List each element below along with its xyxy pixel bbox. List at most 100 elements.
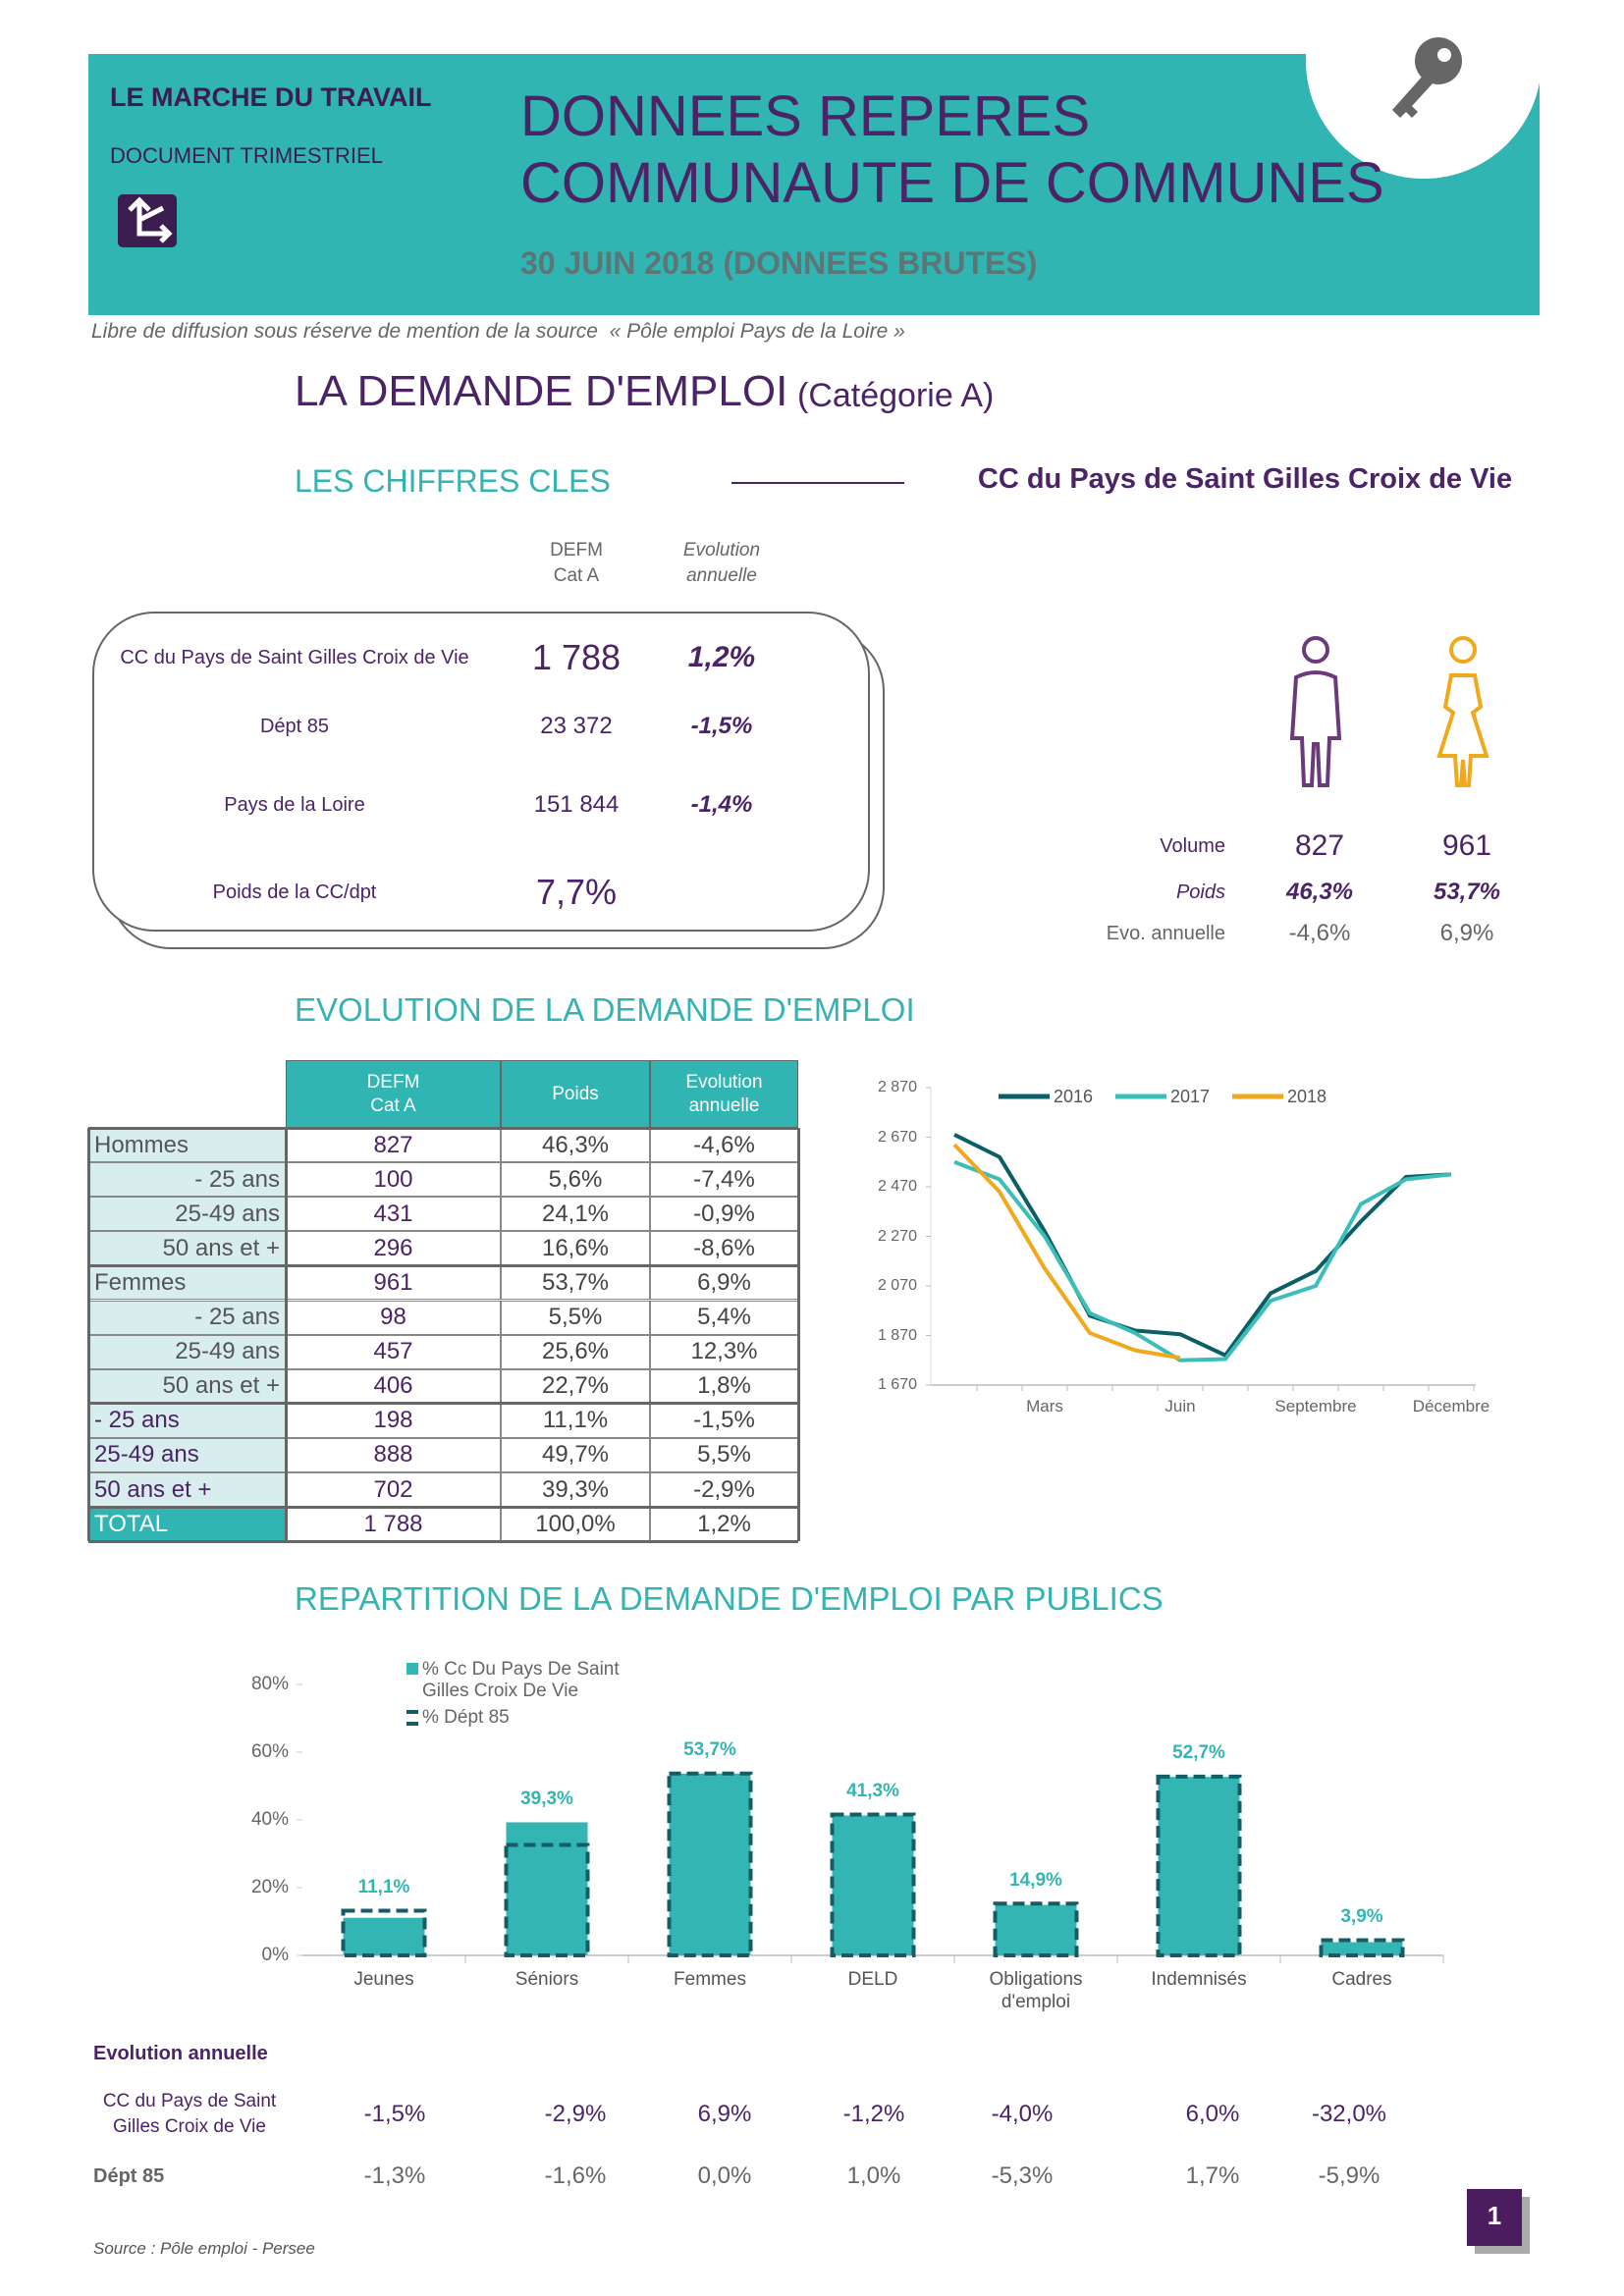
kicker: LE MARCHE DU TRAVAIL (110, 82, 432, 112)
table-label: 25-49 ans (175, 1338, 280, 1365)
annual-label: Dépt 85 (93, 2165, 165, 2187)
y-tick-label: 2 070 (877, 1277, 917, 1294)
stat-value: 46,3% (1285, 879, 1354, 905)
table-value: 49,7% (541, 1441, 610, 1468)
table-value: 16,6% (541, 1234, 610, 1261)
table-value: 1 788 (363, 1510, 423, 1537)
table-label: Hommes (94, 1131, 189, 1158)
stat-label: Volume (1160, 835, 1225, 857)
annual-value: 6,0% (1185, 2101, 1240, 2127)
table-header-text: Cat A (370, 1095, 416, 1116)
table-cell (501, 1197, 650, 1232)
table-value: 198 (373, 1407, 413, 1434)
header-band (88, 54, 1540, 315)
value-label: 41,3% (846, 1780, 899, 1801)
table-header (650, 1060, 798, 1128)
group-border (88, 1539, 798, 1543)
evolution: -1,5% (690, 713, 753, 739)
legend-swatch (406, 1663, 418, 1675)
annual-value: 1,7% (1185, 2163, 1240, 2189)
y-tick-label: 2 870 (877, 1079, 917, 1095)
x-tick-label: Séniors (514, 1969, 579, 1990)
value-label: 14,9% (1009, 1869, 1062, 1891)
table-label: 50 ans et + (162, 1234, 280, 1261)
x-tick-label: Mars (1026, 1396, 1063, 1415)
bar (343, 1917, 425, 1955)
group-border (88, 1263, 798, 1267)
y-tick-label: 1 670 (877, 1376, 917, 1393)
license: Libre de diffusion sous réserve de menti… (91, 320, 905, 343)
table-label: 50 ans et + (162, 1372, 280, 1400)
annual-value: -32,0% (1311, 2101, 1387, 2127)
table-value: 296 (373, 1234, 413, 1261)
bar-outline (993, 1901, 1079, 1957)
table-value: 98 (380, 1304, 406, 1331)
bar-outline (1156, 1774, 1242, 1957)
table-value: -8,6% (693, 1234, 755, 1261)
stat-value: 6,9% (1439, 920, 1494, 946)
source: Source : Pôle emploi - Persee (93, 2239, 315, 2258)
value: 151 844 (533, 791, 620, 818)
key-icon (1392, 37, 1462, 118)
x-tick-label: Décembre (1412, 1396, 1490, 1415)
annual-value: -5,3% (991, 2163, 1054, 2189)
section-title: LA DEMANDE D'EMPLOI (295, 367, 788, 415)
legend-label: 2016 (1054, 1087, 1094, 1106)
table-cell (501, 1162, 650, 1198)
table-value: -2,9% (693, 1475, 755, 1503)
table-header-text: Evolution (685, 1072, 763, 1093)
annual-label: CC du Pays de Saint Gilles Croix de Vie (102, 2091, 277, 2137)
value: 23 372 (540, 713, 613, 739)
annual-value: -1,6% (544, 2163, 607, 2189)
line (953, 1133, 1452, 1359)
value-label: 3,9% (1340, 1905, 1383, 1927)
y-tick-label: 80% (250, 1674, 289, 1694)
group-border (796, 1128, 800, 1542)
bar (995, 1904, 1077, 1955)
value-label: 52,7% (1172, 1742, 1225, 1764)
table-header-text: Poids (552, 1084, 599, 1104)
x-tick-label: Obligations d'emploi (989, 1969, 1083, 2012)
group-border (88, 1505, 798, 1509)
annual-value: 6,9% (697, 2101, 752, 2127)
section-subtitle: (Catégorie A) (797, 377, 995, 414)
table-value: 5,5% (697, 1441, 751, 1468)
x-tick-label: DELD (847, 1969, 898, 1990)
value: 1 788 (531, 637, 622, 677)
table-label: - 25 ans (94, 1407, 180, 1434)
table-cell (501, 1437, 650, 1472)
page-box (1467, 2189, 1522, 2246)
row-label: Pays de la Loire (224, 794, 365, 816)
y-tick-label: 0% (261, 1945, 289, 1965)
x-tick-label: Jeunes (353, 1969, 414, 1990)
annual-value: 0,0% (697, 2163, 752, 2189)
group-border (86, 1128, 90, 1542)
table-value: 1,2% (697, 1510, 751, 1537)
table-value: 5,4% (697, 1304, 751, 1331)
legend-label: 2017 (1170, 1087, 1211, 1106)
bar (1321, 1942, 1403, 1955)
x-tick-label: Indemnisés (1151, 1969, 1247, 1990)
table-label: - 25 ans (194, 1304, 280, 1331)
table-header (286, 1060, 501, 1128)
evolution: 1,2% (687, 641, 756, 673)
y-tick-label: 60% (250, 1741, 289, 1762)
group-border (88, 1402, 798, 1406)
row-label: Poids de la CC/dpt (212, 881, 377, 903)
table-cell (88, 1472, 286, 1508)
table-value: 457 (373, 1338, 413, 1365)
bar (506, 1822, 588, 1955)
table-value: 6,9% (697, 1268, 751, 1296)
heading: EVOLUTION DE LA DEMANDE D'EMPLOI (295, 991, 915, 1028)
title: COMMUNAUTE DE COMMUNES (520, 151, 1384, 215)
page-number: 1 (1487, 2201, 1502, 2230)
table-value: 827 (373, 1131, 413, 1158)
annual-value: -2,9% (544, 2101, 607, 2127)
row-label: Dépt 85 (259, 716, 330, 737)
bar-outline (1319, 1938, 1405, 1957)
group-border (284, 1128, 288, 1542)
stat-value: -4,6% (1288, 920, 1351, 946)
value: 7,7% (535, 872, 618, 912)
table-value: 431 (373, 1200, 413, 1227)
bar-outline (830, 1812, 916, 1957)
